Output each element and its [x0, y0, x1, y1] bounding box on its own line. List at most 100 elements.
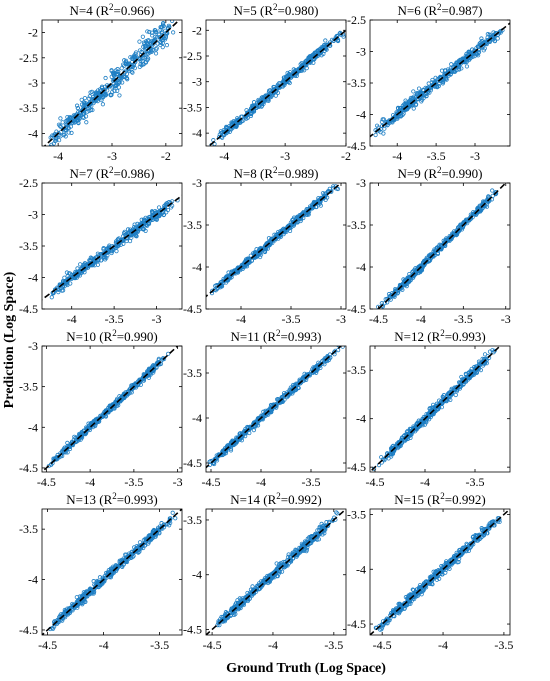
- data-point: [411, 106, 416, 111]
- data-point: [305, 209, 310, 214]
- y-tick-label: -3.5: [19, 522, 38, 536]
- data-point: [303, 546, 308, 552]
- data-point: [164, 32, 169, 37]
- x-tick-label: -3.5: [302, 475, 321, 489]
- data-point: [145, 29, 150, 34]
- data-point: [88, 422, 93, 427]
- data-point: [314, 532, 320, 537]
- data-point: [475, 44, 480, 49]
- data-point: [446, 236, 452, 241]
- y-tick-label: -4: [28, 126, 38, 140]
- panel-10: -4.5 -4 -3.5-4.5-4-3.5N=13 (R2=0.993): [19, 491, 183, 652]
- data-point: [124, 75, 129, 81]
- data-point: [77, 116, 82, 122]
- data-point: [146, 367, 151, 372]
- identity-line: [206, 509, 346, 635]
- x-tick-label: -4.5: [203, 638, 222, 652]
- data-point: [381, 117, 386, 122]
- data-point: [410, 428, 416, 433]
- data-point: [116, 85, 122, 90]
- data-point: [63, 134, 68, 139]
- data-point: [386, 292, 392, 297]
- x-tick-label: -2: [161, 149, 171, 163]
- x-tick-label: -4: [67, 312, 77, 326]
- panel-7: -4.5 -4 -3.5 -3-4.5-4-3.5-3N=10 (R2=0.990): [19, 328, 183, 489]
- data-point: [463, 217, 469, 222]
- data-point: [471, 51, 476, 56]
- data-point: [160, 29, 165, 34]
- data-point: [98, 583, 103, 588]
- data-point: [380, 303, 385, 308]
- y-tick-label: -2: [192, 23, 202, 37]
- data-point: [316, 537, 322, 542]
- data-point: [236, 600, 241, 605]
- data-point: [141, 56, 146, 61]
- y-tick-label: -3: [356, 45, 366, 59]
- panel-marks: [370, 346, 502, 472]
- data-point: [136, 228, 141, 234]
- data-point: [409, 96, 415, 102]
- data-point: [334, 510, 339, 515]
- y-tick-label: -4: [192, 568, 202, 582]
- y-tick-label: -4.5: [183, 302, 202, 316]
- data-point: [317, 525, 322, 531]
- data-point: [117, 80, 122, 85]
- y-tick-label: -4.5: [347, 139, 366, 153]
- y-tick-label: -4.5: [347, 460, 366, 474]
- data-point: [82, 95, 88, 101]
- data-point: [273, 402, 279, 407]
- data-point: [159, 25, 164, 30]
- data-point: [119, 237, 124, 243]
- y-tick-label: -4.5: [19, 461, 38, 475]
- panel-9: -4.5 -4 -3.5-4.5-4-3.5N=12 (R2=0.993): [347, 328, 511, 489]
- data-point: [305, 541, 310, 546]
- data-point: [97, 575, 103, 580]
- data-point: [81, 590, 86, 595]
- x-tick-label: -4: [256, 475, 266, 489]
- y-tick-label: -4.5: [347, 302, 366, 316]
- data-point: [149, 215, 155, 221]
- data-point: [285, 391, 291, 396]
- data-point: [251, 428, 256, 433]
- data-point: [102, 575, 107, 580]
- data-point: [391, 443, 396, 448]
- data-point: [324, 47, 329, 52]
- data-point: [440, 79, 445, 84]
- data-point: [396, 441, 401, 447]
- data-point: [267, 241, 272, 246]
- data-point: [302, 62, 307, 68]
- data-point: [497, 29, 502, 35]
- data-point: [304, 66, 309, 71]
- x-tick-label: -4: [219, 149, 229, 163]
- data-point: [257, 104, 262, 109]
- panel-marks: [206, 509, 346, 635]
- data-point: [472, 211, 477, 216]
- data-point: [473, 48, 478, 53]
- data-point: [324, 520, 329, 525]
- data-point: [153, 208, 158, 214]
- data-point: [138, 62, 143, 67]
- data-point: [244, 116, 249, 121]
- data-point: [416, 86, 422, 91]
- data-point: [479, 208, 484, 213]
- data-point: [71, 440, 76, 445]
- data-point: [152, 28, 157, 33]
- data-point: [269, 576, 275, 581]
- data-point: [117, 93, 122, 98]
- data-point: [143, 215, 148, 220]
- data-point: [441, 238, 446, 243]
- data-point: [69, 130, 74, 135]
- data-point: [112, 88, 117, 94]
- identity-line: [206, 346, 343, 469]
- y-tick-label: -4: [356, 260, 366, 274]
- data-point: [405, 428, 410, 434]
- data-point: [452, 68, 457, 73]
- data-point: [99, 97, 104, 103]
- data-point: [86, 96, 91, 101]
- y-tick-label: -4.5: [183, 623, 202, 637]
- identity-line: [43, 20, 181, 146]
- x-tick-label: -4: [420, 475, 430, 489]
- data-point: [455, 228, 460, 233]
- data-point: [62, 275, 67, 280]
